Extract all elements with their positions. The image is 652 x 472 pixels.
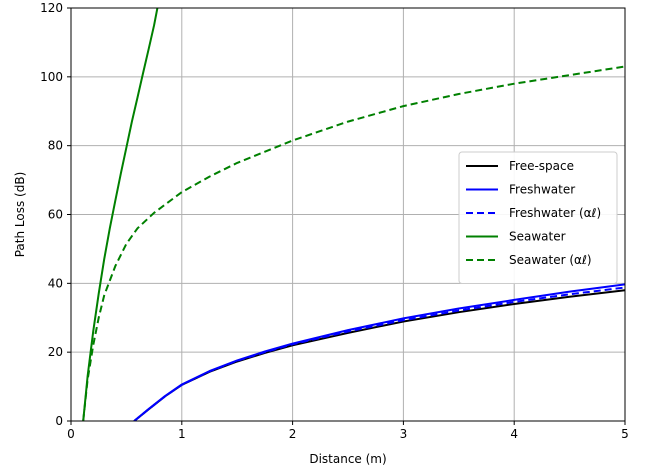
- x-tick-label: 1: [178, 427, 186, 441]
- x-tick-label: 4: [510, 427, 518, 441]
- x-tick-label: 2: [289, 427, 297, 441]
- legend-box: [458, 151, 618, 284]
- series-line-freshwater: [133, 283, 625, 421]
- series-line-seawater: [82, 65, 625, 421]
- x-tick-label: 0: [67, 427, 75, 441]
- series-layer: [82, 8, 625, 421]
- y-tick-label: 40: [48, 276, 63, 290]
- y-tick-label: 60: [48, 208, 63, 222]
- y-axis-label: Path Loss (dB): [13, 172, 27, 258]
- y-tick-label: 100: [40, 70, 63, 84]
- legend-label: Seawater: [509, 230, 566, 244]
- y-tick-label: 0: [55, 414, 63, 428]
- legend-label: Seawater (αℓ): [509, 253, 592, 267]
- series-line-freshwater: [133, 286, 625, 421]
- x-tick-label: 3: [400, 427, 408, 441]
- series-line-free-space: [133, 289, 625, 421]
- y-tick-label: 20: [48, 345, 63, 359]
- series-line-seawater: [82, 8, 159, 421]
- legend-label: Free-space: [509, 159, 574, 173]
- legend-label: Freshwater (αℓ): [509, 206, 601, 220]
- legend: Free-space Freshwater Freshwater (αℓ) Seawa…: [458, 151, 618, 284]
- ticks: 0 1 2 3 4 5 0 20 40 60 80 100 120: [40, 1, 629, 441]
- x-axis-label: Distance (m): [309, 452, 386, 466]
- x-tick-label: 5: [621, 427, 629, 441]
- legend-label: Freshwater: [509, 183, 575, 197]
- y-tick-label: 80: [48, 139, 63, 153]
- y-tick-label: 120: [40, 1, 63, 15]
